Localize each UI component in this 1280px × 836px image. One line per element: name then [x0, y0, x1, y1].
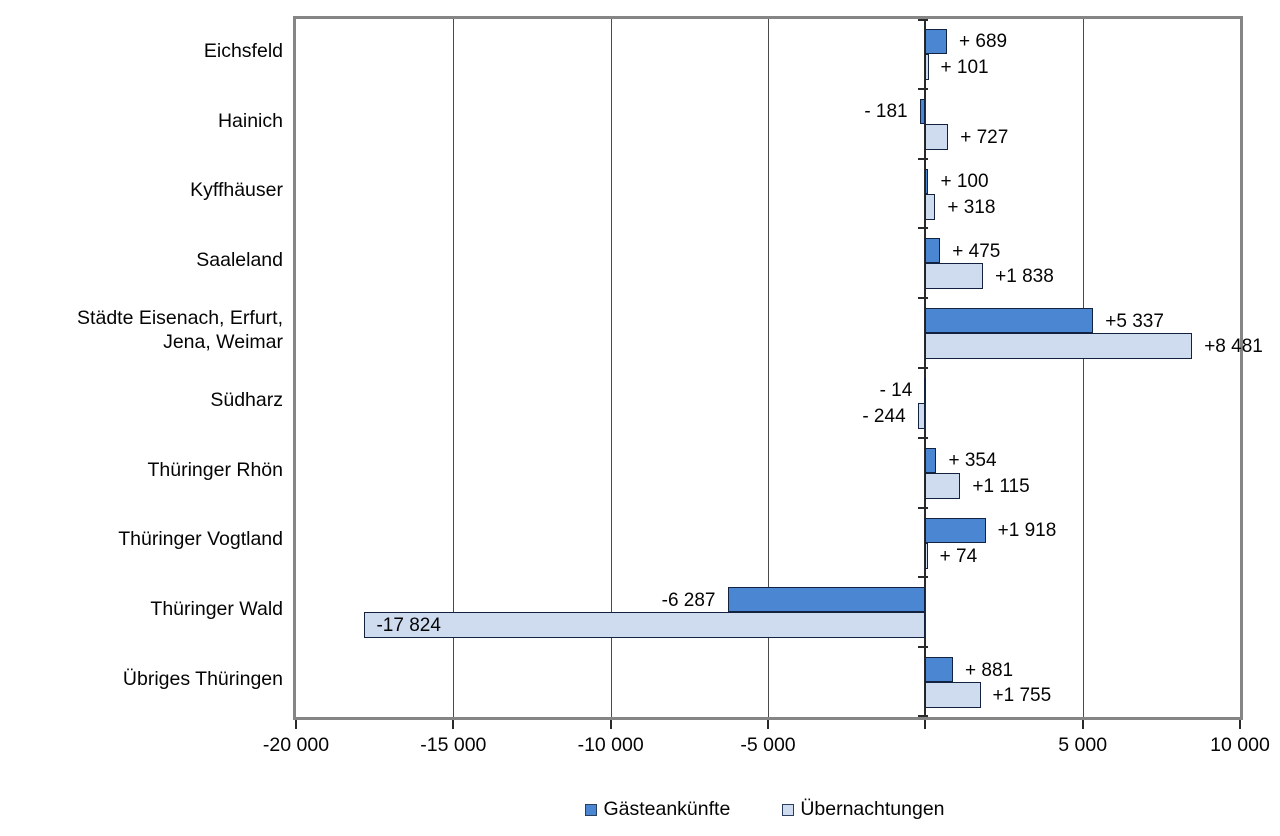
legend-item: Gästeankünfte	[585, 798, 730, 821]
gridline	[768, 19, 769, 717]
category-tick	[918, 87, 929, 90]
bar-gaesteankuenfte	[925, 238, 941, 264]
bar-value-label: -17 824	[376, 615, 441, 637]
category-label: Thüringer Rhön	[147, 458, 284, 481]
bar-uebernachtungen	[925, 333, 1193, 360]
bar-value-label: + 475	[952, 240, 1001, 262]
value-axis-tick	[609, 720, 612, 729]
category-tick	[918, 506, 929, 509]
bar-value-label: - 14	[879, 380, 913, 402]
bar-value-label: -6 287	[661, 589, 716, 611]
legend-label: Übernachtungen	[800, 798, 945, 820]
value-axis-tick	[295, 720, 297, 729]
category-label: Übriges Thüringen	[122, 667, 283, 690]
bar-uebernachtungen	[925, 263, 984, 290]
bar-uebernachtungen	[917, 402, 926, 429]
gridline	[1082, 19, 1084, 717]
bar-value-label: +1 755	[992, 685, 1052, 707]
bar-value-label: + 100	[940, 171, 989, 192]
legend-item: Übernachtungen	[782, 798, 945, 821]
bar-gaesteankuenfte	[925, 447, 937, 473]
bar-value-label: + 318	[947, 196, 996, 218]
bar-gaesteankuenfte	[919, 98, 926, 124]
bar-uebernachtungen	[925, 193, 936, 220]
category-label: Städte Eisenach, Erfurt, Jena, Weimar	[77, 306, 283, 354]
category-tick	[918, 19, 929, 21]
value-axis-tick	[924, 720, 927, 729]
category-tick	[918, 367, 929, 369]
value-axis-tick	[452, 720, 455, 729]
category-tick	[918, 715, 929, 717]
bar-uebernachtungen	[925, 123, 949, 150]
legend-swatch-uebernachtungen	[782, 803, 795, 816]
bar-gaesteankuenfte	[925, 308, 1094, 334]
value-axis-tick-label: 5 000	[1058, 734, 1108, 756]
bar-gaesteankuenfte	[925, 657, 954, 683]
category-label: Eichsfeld	[203, 39, 283, 62]
bar-value-label: +8 481	[1204, 336, 1263, 358]
bar-value-label: +1 838	[995, 266, 1054, 288]
value-axis-tick-label: -20 000	[262, 734, 330, 756]
bar-uebernachtungen	[925, 682, 981, 709]
bar-gaesteankuenfte	[925, 517, 986, 543]
category-tick	[918, 157, 929, 160]
bar-uebernachtungen	[925, 542, 928, 569]
value-axis-tick	[1081, 720, 1084, 729]
gridline	[610, 19, 612, 717]
category-label: Thüringer Vogtland	[118, 528, 283, 551]
bar-value-label: + 101	[940, 56, 989, 78]
value-axis-tick-label: -15 000	[420, 734, 487, 756]
bar-value-label: + 74	[939, 545, 978, 567]
legend-swatch-gaesteankuenfte	[585, 803, 598, 816]
value-axis-tick	[1239, 720, 1241, 729]
category-label: Hainich	[217, 109, 283, 132]
bar-uebernachtungen	[925, 472, 961, 499]
category-tick	[918, 646, 929, 649]
bar-gaesteankuenfte	[925, 168, 929, 194]
gridline	[453, 19, 455, 717]
bar-gaesteankuenfte	[924, 377, 927, 403]
bar-gaesteankuenfte	[727, 587, 926, 613]
plot-area: + 689 + 101 - 181 + 727 + 100 + 318 + 475 +1 83…	[293, 16, 1263, 720]
bar-value-label: + 689	[959, 31, 1008, 53]
bar-value-label: - 244	[862, 405, 906, 427]
category-tick	[918, 436, 929, 439]
value-axis-tick-label: -5 000	[740, 734, 796, 756]
value-axis-tick	[767, 720, 769, 729]
bar-value-label: + 727	[960, 126, 1009, 148]
bar-value-label: + 881	[965, 659, 1014, 681]
value-axis-tick-label: -10 000	[577, 734, 644, 756]
bar-value-label: +1 115	[972, 475, 1030, 497]
bar-value-label: +1 918	[997, 520, 1057, 541]
chart-legend: Gästeankünfte Übernachtungen	[293, 798, 1237, 821]
value-axis-tick-label: 10 000	[1210, 734, 1270, 756]
category-tick	[918, 227, 929, 230]
category-tick	[918, 576, 929, 579]
bar-value-label: - 181	[864, 101, 908, 123]
bar-value-label: + 354	[948, 450, 997, 472]
category-label: Kyffhäuser	[190, 179, 283, 202]
bar-uebernachtungen	[364, 612, 926, 639]
bar-value-label: +5 337	[1105, 310, 1164, 332]
category-label: Südharz	[210, 388, 283, 411]
legend-label: Gästeankünfte	[603, 798, 731, 820]
bar-gaesteankuenfte	[925, 28, 947, 54]
category-tick	[918, 297, 929, 300]
bar-uebernachtungen	[925, 53, 929, 80]
category-label: Saaleland	[196, 249, 283, 272]
category-label: Thüringer Wald	[150, 598, 283, 621]
